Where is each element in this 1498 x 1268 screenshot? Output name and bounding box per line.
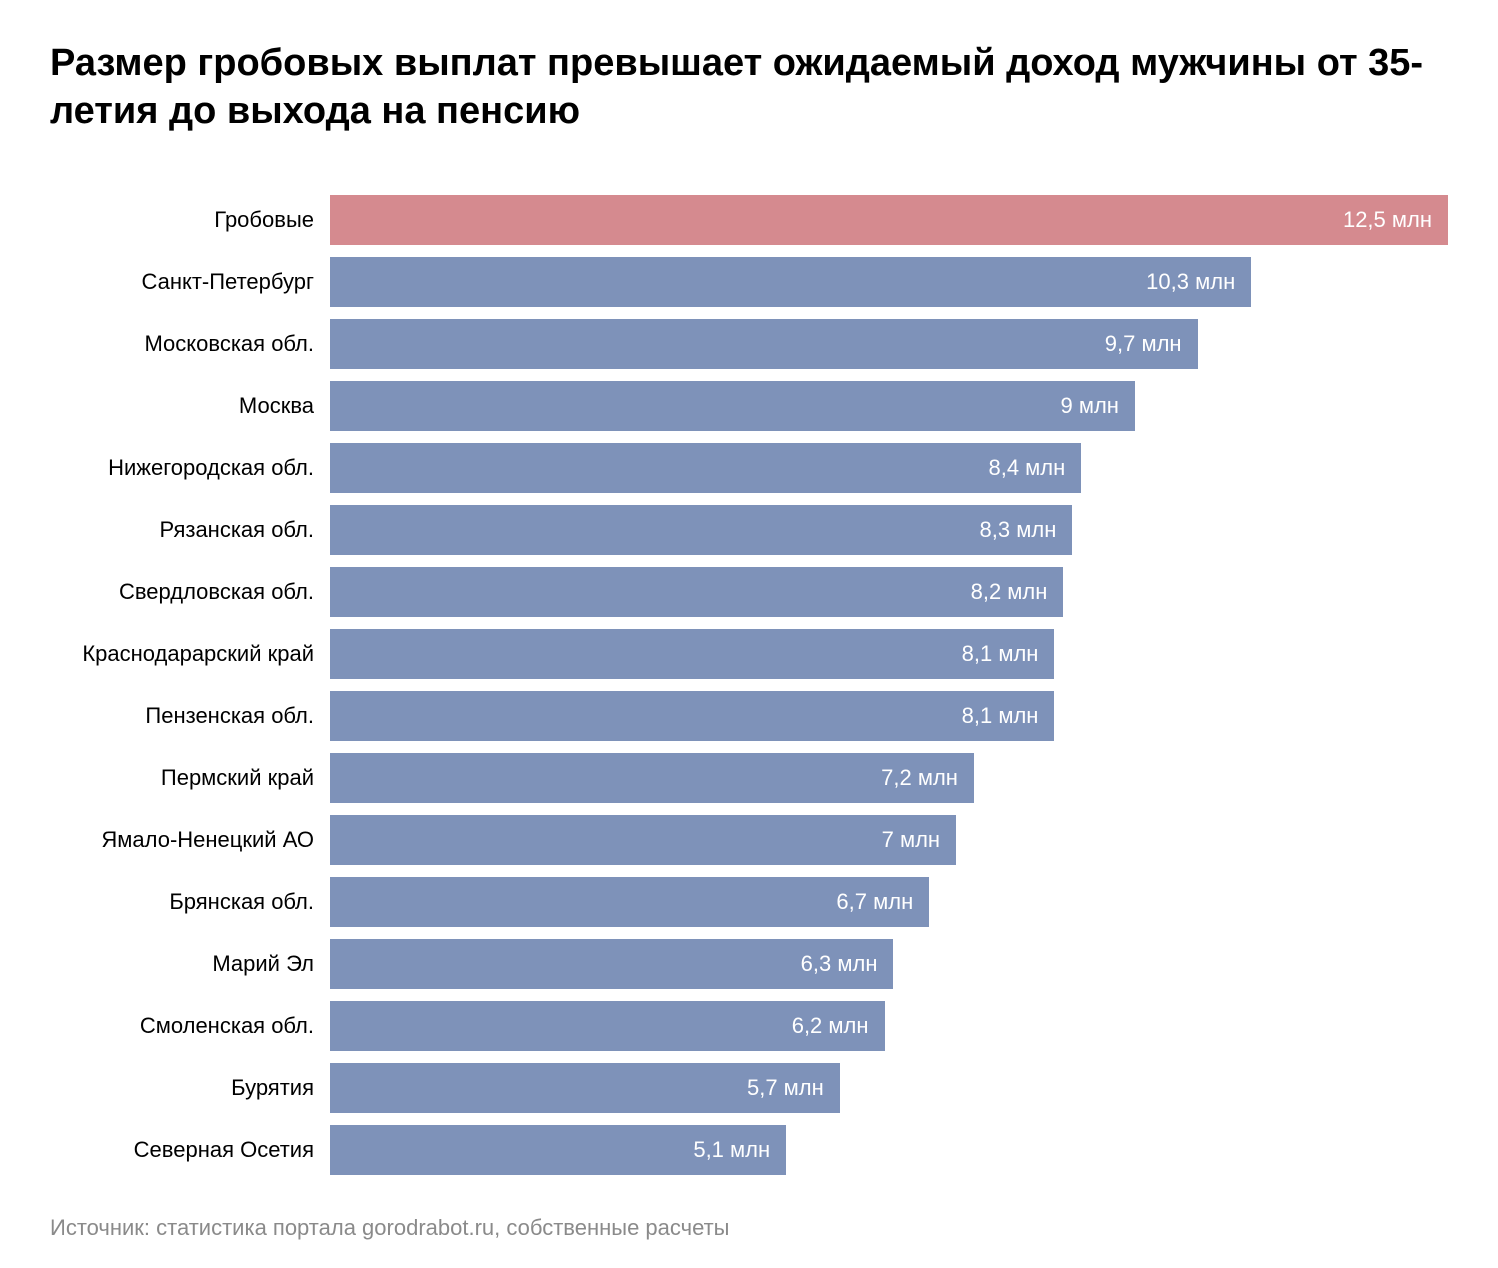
bar-track: 5,7 млн xyxy=(330,1063,1448,1113)
bar: 8,1 млн xyxy=(330,691,1054,741)
bar-value: 8,1 млн xyxy=(962,703,1039,729)
bar-row: Краснодарарский край 8,1 млн xyxy=(50,629,1448,679)
bar-row: Северная Осетия 5,1 млн xyxy=(50,1125,1448,1175)
bar: 6,7 млн xyxy=(330,877,929,927)
bar-track: 7 млн xyxy=(330,815,1448,865)
bar-track: 6,3 млн xyxy=(330,939,1448,989)
bar-row: Санкт-Петербург 10,3 млн xyxy=(50,257,1448,307)
bar-track: 8,4 млн xyxy=(330,443,1448,493)
bar-label: Бурятия xyxy=(50,1075,330,1101)
bar-value: 5,1 млн xyxy=(693,1137,770,1163)
bar-row: Пензенская обл. 8,1 млн xyxy=(50,691,1448,741)
bar-track: 8,3 млн xyxy=(330,505,1448,555)
bar-label: Краснодарарский край xyxy=(50,641,330,667)
bar-label: Санкт-Петербург xyxy=(50,269,330,295)
bar: 5,7 млн xyxy=(330,1063,840,1113)
bar: 5,1 млн xyxy=(330,1125,786,1175)
bar-label: Брянская обл. xyxy=(50,889,330,915)
bar-row: Ямало-Ненецкий АО 7 млн xyxy=(50,815,1448,865)
bar-track: 8,1 млн xyxy=(330,691,1448,741)
bar-label: Северная Осетия xyxy=(50,1137,330,1163)
bar-value: 6,3 млн xyxy=(801,951,878,977)
bar: 7 млн xyxy=(330,815,956,865)
bar-track: 6,2 млн xyxy=(330,1001,1448,1051)
bar-value: 5,7 млн xyxy=(747,1075,824,1101)
bar: 12,5 млн xyxy=(330,195,1448,245)
bar: 8,3 млн xyxy=(330,505,1072,555)
bar-label: Рязанская обл. xyxy=(50,517,330,543)
bar-label: Москва xyxy=(50,393,330,419)
bar-value: 8,4 млн xyxy=(988,455,1065,481)
bar-row: Гробовые 12,5 млн xyxy=(50,195,1448,245)
bar: 8,4 млн xyxy=(330,443,1081,493)
bar-track: 5,1 млн xyxy=(330,1125,1448,1175)
bar: 10,3 млн xyxy=(330,257,1251,307)
bar-track: 10,3 млн xyxy=(330,257,1448,307)
bar-value: 10,3 млн xyxy=(1146,269,1235,295)
bar-value: 12,5 млн xyxy=(1343,207,1432,233)
bar-track: 8,1 млн xyxy=(330,629,1448,679)
bar-value: 9 млн xyxy=(1060,393,1118,419)
bar-label: Ямало-Ненецкий АО xyxy=(50,827,330,853)
bar-label: Пермский край xyxy=(50,765,330,791)
bar-row: Пермский край 7,2 млн xyxy=(50,753,1448,803)
bar-track: 6,7 млн xyxy=(330,877,1448,927)
bar-value: 9,7 млн xyxy=(1105,331,1182,357)
bar-label: Нижегородская обл. xyxy=(50,455,330,481)
bar: 9 млн xyxy=(330,381,1135,431)
bar-value: 8,1 млн xyxy=(962,641,1039,667)
bar-row: Марий Эл 6,3 млн xyxy=(50,939,1448,989)
bar-value: 8,3 млн xyxy=(980,517,1057,543)
bar-row: Рязанская обл. 8,3 млн xyxy=(50,505,1448,555)
bar-label: Марий Эл xyxy=(50,951,330,977)
bar-track: 9,7 млн xyxy=(330,319,1448,369)
bar-row: Бурятия 5,7 млн xyxy=(50,1063,1448,1113)
bar-track: 12,5 млн xyxy=(330,195,1448,245)
bar-chart: Гробовые 12,5 млн Санкт-Петербург 10,3 млн М… xyxy=(50,195,1448,1175)
bar-label: Смоленская обл. xyxy=(50,1013,330,1039)
bar: 9,7 млн xyxy=(330,319,1198,369)
bar-row: Смоленская обл. 6,2 млн xyxy=(50,1001,1448,1051)
bar-label: Свердловская обл. xyxy=(50,579,330,605)
bar-value: 6,7 млн xyxy=(836,889,913,915)
bar-label: Московская обл. xyxy=(50,331,330,357)
bar-label: Гробовые xyxy=(50,207,330,233)
bar: 8,1 млн xyxy=(330,629,1054,679)
chart-title: Размер гробовых выплат превышает ожидаем… xyxy=(50,40,1448,135)
bar-value: 7,2 млн xyxy=(881,765,958,791)
source-text: Источник: статистика портала gorodrabot.… xyxy=(50,1215,1448,1241)
bar-track: 9 млн xyxy=(330,381,1448,431)
bar-row: Московская обл. 9,7 млн xyxy=(50,319,1448,369)
bar: 7,2 млн xyxy=(330,753,974,803)
bar-value: 8,2 млн xyxy=(971,579,1048,605)
bar-row: Брянская обл. 6,7 млн xyxy=(50,877,1448,927)
bar-track: 8,2 млн xyxy=(330,567,1448,617)
bar-row: Москва 9 млн xyxy=(50,381,1448,431)
bar-row: Свердловская обл. 8,2 млн xyxy=(50,567,1448,617)
bar: 6,2 млн xyxy=(330,1001,885,1051)
bar: 8,2 млн xyxy=(330,567,1063,617)
bar-value: 7 млн xyxy=(882,827,940,853)
bar-label: Пензенская обл. xyxy=(50,703,330,729)
bar-track: 7,2 млн xyxy=(330,753,1448,803)
bar: 6,3 млн xyxy=(330,939,893,989)
bar-value: 6,2 млн xyxy=(792,1013,869,1039)
bar-row: Нижегородская обл. 8,4 млн xyxy=(50,443,1448,493)
